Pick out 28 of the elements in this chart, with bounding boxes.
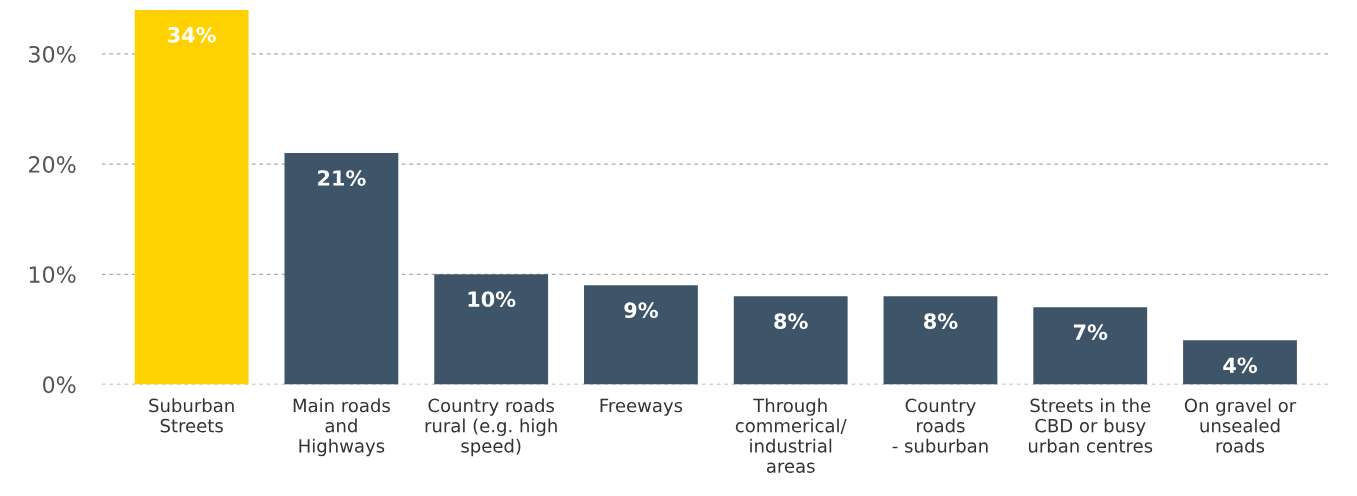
data-label: 34%: [168, 26, 216, 43]
data-label: 21%: [318, 170, 366, 186]
data-label: 4%: [1223, 357, 1258, 374]
bar: [883, 296, 998, 385]
x-tick-label: Main roads and Highways: [293, 398, 390, 457]
y-tick-label: 0%: [42, 376, 76, 394]
bar: [1183, 340, 1297, 385]
y-tick-label: 20%: [29, 156, 76, 173]
x-tick-label: Suburban Streets: [149, 398, 234, 433]
y-tick-label: 10%: [29, 266, 76, 284]
x-tick-label: Through commerical/ industrial areas: [735, 398, 847, 473]
data-label: 10%: [468, 291, 516, 308]
data-label: 8%: [774, 313, 808, 330]
x-tick-label: On gravel or unsealed roads: [1184, 398, 1297, 453]
data-label: 9%: [624, 302, 658, 319]
y-tick-label: 30%: [29, 45, 76, 63]
data-label: 7%: [1073, 324, 1108, 341]
x-tick-label: Country roads - suburban: [892, 398, 988, 453]
bar: [584, 285, 698, 385]
bar: [733, 296, 848, 385]
bar: [284, 153, 399, 385]
bar: [1033, 307, 1148, 385]
bar: [434, 274, 549, 385]
x-tick-label: Country roads rural (e.g. high speed): [425, 398, 557, 457]
bar: [134, 9, 249, 385]
data-label: 8%: [924, 313, 958, 330]
x-tick-label: Streets in the CBD or busy urban centres: [1028, 398, 1153, 453]
x-tick-label: Freeways: [600, 398, 683, 416]
